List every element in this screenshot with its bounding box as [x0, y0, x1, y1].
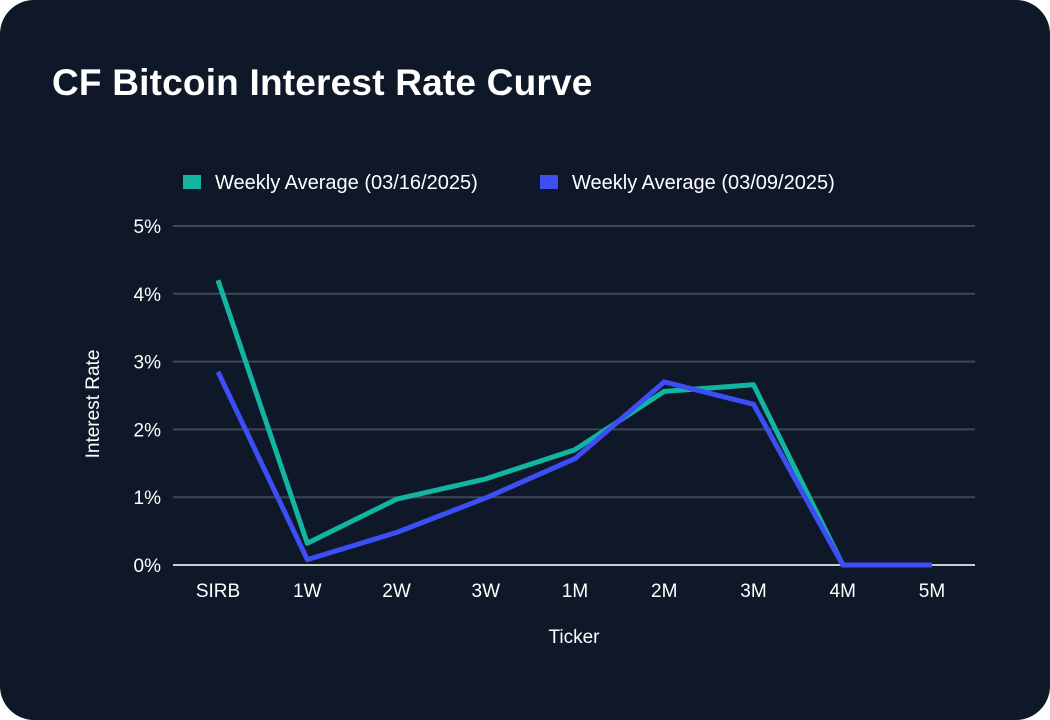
- y-tick-label: 3%: [134, 353, 162, 374]
- y-axis-ticks: 0% 1% 2% 3% 4% 5%: [134, 217, 162, 577]
- y-tick-label: 4%: [134, 285, 162, 306]
- x-tick-label: 2W: [382, 581, 411, 602]
- x-tick-label: 1M: [562, 581, 588, 602]
- legend-label-1: Weekly Average (03/16/2025): [215, 172, 478, 194]
- legend-swatch-2: [540, 175, 558, 189]
- legend-swatch-1: [183, 175, 201, 189]
- x-tick-label: SIRB: [196, 581, 240, 602]
- y-tick-label: 5%: [134, 217, 162, 238]
- x-tick-label: 2M: [651, 581, 677, 602]
- legend-label-2: Weekly Average (03/09/2025): [572, 172, 835, 194]
- x-axis-label: Ticker: [548, 627, 600, 648]
- series-line-2: [215, 370, 932, 568]
- x-tick-label: 4M: [830, 581, 856, 602]
- series-line-1: [215, 279, 932, 568]
- y-tick-label: 1%: [134, 488, 162, 509]
- y-axis-label: Interest Rate: [83, 350, 104, 459]
- y-tick-label: 0%: [134, 556, 162, 577]
- x-tick-label: 1W: [293, 581, 322, 602]
- x-tick-label: 3W: [472, 581, 501, 602]
- legend: Weekly Average (03/16/2025) Weekly Averag…: [183, 172, 835, 194]
- x-tick-label: 5M: [919, 581, 945, 602]
- gridlines: [173, 225, 975, 566]
- chart-title: CF Bitcoin Interest Rate Curve: [52, 62, 593, 103]
- y-tick-label: 2%: [134, 420, 162, 441]
- series-lines: [215, 279, 933, 568]
- x-tick-label: 3M: [740, 581, 766, 602]
- x-axis-ticks: SIRB 1W 2W 3W 1M 2M 3M 4M 5M: [196, 581, 945, 602]
